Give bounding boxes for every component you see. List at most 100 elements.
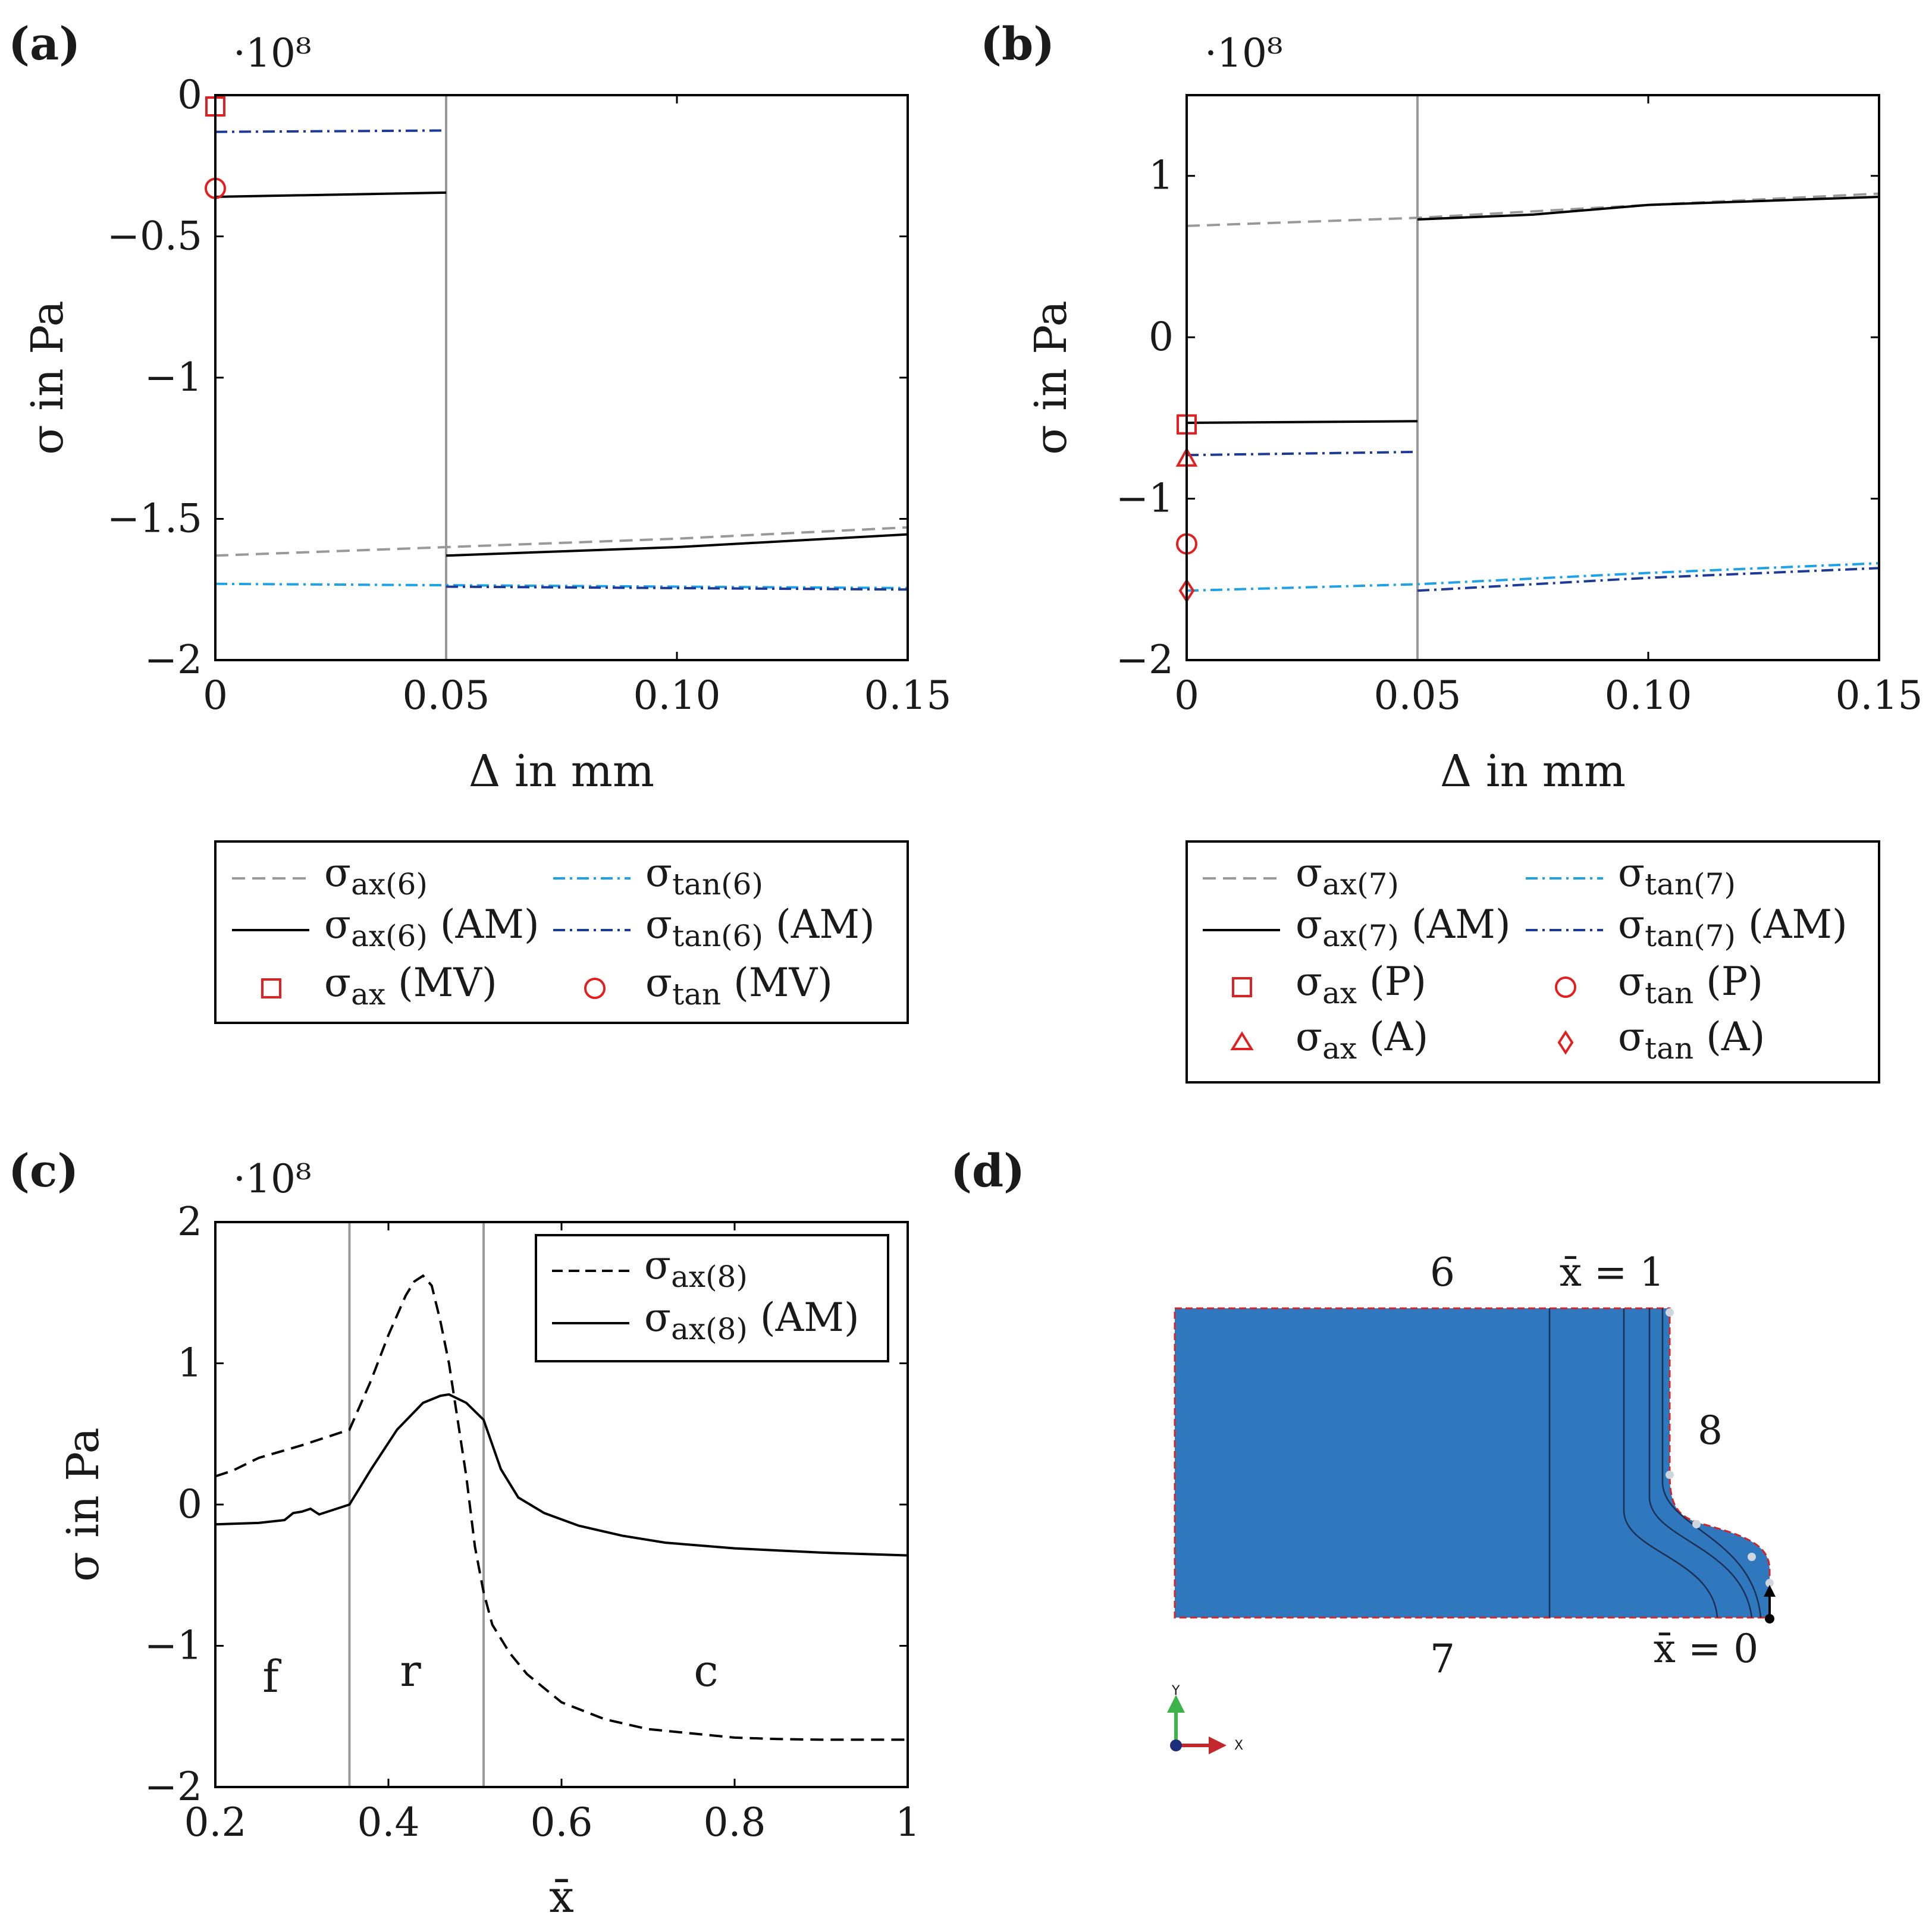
panel-d-label: (d) xyxy=(951,1144,1025,1197)
panel-c-label: (c) xyxy=(8,1144,79,1197)
legend-entry: σtan(7) xyxy=(1618,850,1736,902)
panel-b: (b) ·10⁸ 0 0.05 0.10 0.15 1 0 −1 −2 Δ in mm σ i… xyxy=(980,17,1923,1084)
region-label-c: c xyxy=(694,1645,718,1697)
legend-entry: σax(6) xyxy=(324,850,428,902)
boundary-node xyxy=(1666,1308,1674,1317)
edge-label-7: 7 xyxy=(1430,1636,1455,1682)
series-line xyxy=(1186,192,1880,227)
legend-square-marker xyxy=(1232,977,1252,997)
series-line xyxy=(1186,450,1880,592)
panel-c: (c) ·10⁸ 0.2 0.4 0.6 0.8 1 2 1 0 −1 −2 f r c x̄ σ… xyxy=(8,1144,920,1923)
legend-entry: σtan(6) xyxy=(645,850,763,902)
x-tick-label: 0.10 xyxy=(633,673,721,718)
panel-a-xlabel: Δ in mm xyxy=(469,746,654,797)
y-tick-label: 1 xyxy=(1149,153,1174,199)
mesh-partition-line xyxy=(1648,1308,1753,1618)
panel-a-label: (a) xyxy=(8,17,80,70)
origin-node xyxy=(1765,1614,1774,1623)
panel-a-exponent: ·10⁸ xyxy=(233,30,311,76)
panel-a-ylabel: σ in Pa xyxy=(22,300,73,454)
y-tick-label: −2 xyxy=(145,637,202,683)
panel-b-frame xyxy=(1185,94,1880,661)
legend-entry: σax(8) xyxy=(644,1242,748,1294)
panel-b-exponent: ·10⁸ xyxy=(1205,30,1282,76)
boundary-node xyxy=(1666,1471,1674,1479)
boundary-node xyxy=(1765,1579,1774,1587)
y-tick-label: −2 xyxy=(145,1764,202,1810)
legend-entry: σax(7) (AM) xyxy=(1296,902,1511,953)
x-tick-label: 0.6 xyxy=(531,1800,593,1845)
legend-circle-marker xyxy=(584,978,606,999)
x-tick-label: 0.2 xyxy=(184,1800,247,1845)
series-line xyxy=(215,1393,908,1557)
triad-origin xyxy=(1170,1739,1182,1751)
legend-entry: σax(8) (AM) xyxy=(644,1295,860,1346)
y-tick-label: 0 xyxy=(177,1481,202,1527)
panel-b-ticks: 0 0.05 0.10 0.15 1 0 −1 −2 xyxy=(1116,95,1923,718)
x-tick-label: 0.05 xyxy=(1374,673,1461,718)
series-line xyxy=(215,191,908,557)
triad-y-label: Y xyxy=(1171,1684,1180,1698)
boundary-node xyxy=(1692,1520,1701,1528)
legend-frame xyxy=(535,1234,889,1362)
panel-c-exponent: ·10⁸ xyxy=(233,1156,311,1202)
series-line xyxy=(215,129,908,591)
y-tick-label: −1 xyxy=(145,1623,202,1669)
y-tick-label: −1 xyxy=(145,354,202,400)
panel-b-xlabel: Δ in mm xyxy=(1440,746,1626,797)
legend-entry: σax (MV) xyxy=(324,960,497,1012)
y-tick-label: 2 xyxy=(177,1199,202,1245)
mesh-geometry xyxy=(1174,1307,1771,1619)
panel-b-plot xyxy=(1175,95,1880,660)
legend-entry: σtan (P) xyxy=(1618,959,1763,1010)
legend-square-marker xyxy=(261,978,281,998)
legend-frame xyxy=(214,840,909,1024)
legend-entry: σtan(7) (AM) xyxy=(1618,902,1848,953)
region-label-f: f xyxy=(262,1651,281,1703)
mesh-partition-line xyxy=(1661,1308,1762,1618)
y-tick-label: 0 xyxy=(177,72,202,118)
legend-circle-marker xyxy=(1555,976,1576,998)
x-tick-label: 0 xyxy=(1174,673,1199,718)
panel-d: (d) 6 7 8 x̄ = 1 x̄ = 0 Y X xyxy=(951,1144,1776,1754)
coordinate-triad: Y X xyxy=(1167,1684,1243,1754)
legend-diamond-marker xyxy=(1557,1030,1574,1055)
panel-c-legend: σax(8) σax(8) (AM) xyxy=(535,1234,889,1362)
mesh-partition-line xyxy=(1623,1308,1718,1618)
legend-frame xyxy=(1185,840,1880,1084)
x-tick-label: 0.8 xyxy=(704,1800,766,1845)
panel-b-ylabel: σ in Pa xyxy=(1025,300,1077,454)
triad-x-label: X xyxy=(1234,1738,1243,1753)
legend-entry: σtan (A) xyxy=(1618,1014,1765,1066)
x-tick-label: 0.4 xyxy=(357,1800,420,1845)
y-tick-label: 0 xyxy=(1149,314,1174,360)
x-tick-label: 0 xyxy=(203,673,228,718)
panel-c-frame xyxy=(214,1221,909,1788)
panel-c-xlabel: x̄ xyxy=(549,1871,574,1923)
x-tick-label: 1 xyxy=(895,1800,920,1845)
xbar-zero-label: x̄ = 0 xyxy=(1654,1626,1758,1672)
series-line xyxy=(1186,562,1880,592)
legend-entry: σtan (MV) xyxy=(645,960,833,1012)
edge-label-6: 6 xyxy=(1430,1249,1455,1295)
series-line xyxy=(215,526,908,557)
series-line xyxy=(1186,196,1880,424)
panel-c-plot xyxy=(215,1222,908,1787)
x-tick-label: 0.05 xyxy=(403,673,490,718)
panel-c-ylabel: σ in Pa xyxy=(58,1427,109,1581)
panel-b-label: (b) xyxy=(980,17,1055,70)
x-tick-label: 0.15 xyxy=(1836,673,1923,718)
panel-a-plot xyxy=(205,95,908,660)
x-tick-label: 0.15 xyxy=(864,673,952,718)
legend-entry: σtan(6) (AM) xyxy=(645,902,875,953)
region-label-r: r xyxy=(400,1645,421,1697)
panel-a-ticks: 0 0.05 0.10 0.15 0 −0.5 −1 −1.5 −2 xyxy=(107,72,952,718)
y-tick-label: 1 xyxy=(177,1340,202,1386)
edge-label-8: 8 xyxy=(1698,1408,1723,1453)
legend-triangle-marker xyxy=(1230,1031,1254,1050)
panel-a: (a) ·10⁸ 0 0.05 0.10 0.15 0 −0.5 −1 −1.5 −2 Δ in… xyxy=(8,17,952,1024)
y-tick-label: −2 xyxy=(1116,637,1174,683)
legend-entry: σax (A) xyxy=(1296,1014,1428,1066)
y-tick-label: −1.5 xyxy=(107,496,202,542)
